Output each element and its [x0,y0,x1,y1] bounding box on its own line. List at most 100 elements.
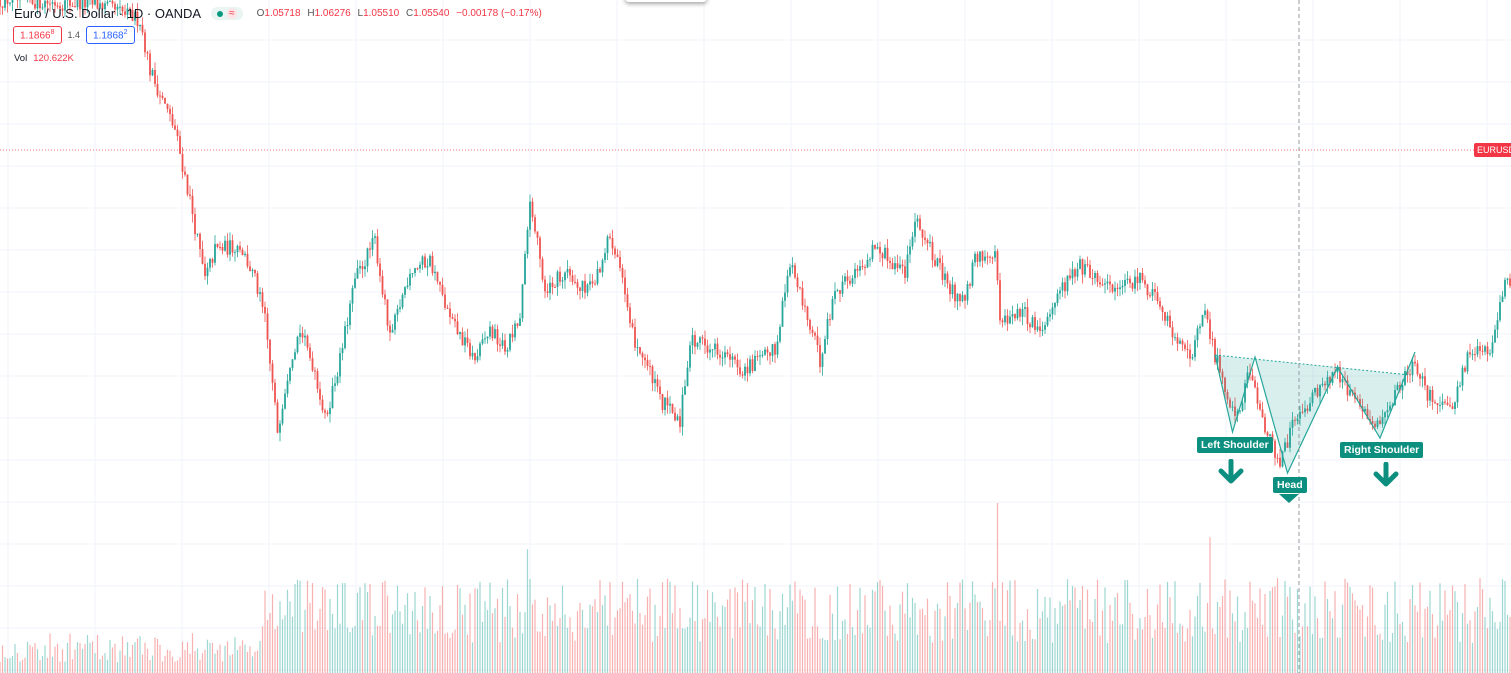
symbol-title[interactable]: Euro / U.S. Dollar · 1D · OANDA [14,6,202,21]
volume-bar [21,659,24,673]
volume-bar [874,591,876,673]
volume-bar [204,649,206,673]
candle-body [1446,402,1449,405]
volume-bar [1391,632,1394,673]
candle-body [1076,268,1079,277]
candle-body [159,95,161,97]
volume-bar [314,629,316,673]
candle-body [606,236,609,254]
candle-body [1264,417,1266,433]
candle-body [46,0,49,4]
buy-button[interactable]: 1.18682 [86,26,135,45]
candle-body [1021,308,1024,317]
candle-body [286,380,289,394]
candle-body [1206,310,1209,320]
volume-bar [1361,605,1364,673]
ohlc-values: O1.05718 H1.06276 L1.05510 C1.05540 −0.0… [257,8,546,19]
candle-body [669,403,671,406]
volume-bar [49,633,51,673]
volume-bar [1301,626,1304,673]
volume-bar [854,634,856,673]
candle-body [1324,383,1326,386]
candle-body [704,338,706,346]
volume-bar [1276,578,1279,673]
candle-body [41,7,44,9]
volume-bar [1179,623,1181,673]
candle-body [309,347,311,359]
head-label[interactable]: Head [1273,477,1307,493]
candle-body [574,281,576,283]
volume-bar [661,582,664,673]
volume-bar [1109,604,1111,673]
volume-bar [609,582,611,673]
candle-body [399,307,401,309]
volume-bar [481,621,484,673]
volume-bar [159,644,161,673]
volume-bar [619,608,621,673]
candle-body [671,403,674,413]
volume-bar [616,610,619,673]
candle-body [599,268,601,273]
volume-bar [1041,611,1044,673]
volume-bar [781,593,784,673]
candle-body [921,229,924,238]
volume-bar [941,640,944,673]
candle-body [1279,457,1281,467]
right-shoulder-label[interactable]: Right Shoulder [1340,442,1424,458]
candle-body [824,338,826,354]
volume-bar [794,581,796,673]
sell-button[interactable]: 1.18668 [13,26,62,45]
candle-body [351,287,354,304]
volume-bar [1274,586,1276,673]
candle-body [189,194,191,196]
candle-body [984,256,986,261]
volume-bar [486,609,489,673]
volume-bar [1031,638,1034,673]
candle-body [431,255,434,274]
candle-body [289,367,291,381]
candle-body [1026,307,1029,325]
candle-body [409,273,411,286]
candle-body [1321,383,1324,385]
change-value: −0.00178 (−0.17%) [456,8,542,19]
candle-body [451,317,454,319]
candle-body [1469,352,1471,355]
candle-body [1081,259,1084,275]
volume-bar [201,653,204,673]
market-status[interactable]: ≈ [211,7,243,20]
volume-bar [894,633,896,673]
volume-bar [146,648,149,673]
spread: 1.4 [67,30,81,41]
volume-bar [571,631,574,673]
candle-body [264,306,266,314]
candle-body [524,254,526,285]
volume-bar [339,623,341,673]
volume-bar [1244,611,1246,673]
volume-bar [116,662,119,673]
volume-bar [534,599,536,673]
volume-bar [531,604,534,673]
volume-bar [1209,537,1211,673]
volume-bar [1431,614,1434,673]
volume-bar [264,590,266,673]
candle-body [101,3,104,10]
volume-bar [906,583,909,673]
low-label: L [357,8,364,19]
volume-bar [689,617,691,673]
volume-bar [1459,641,1461,673]
volume-bar [69,633,71,673]
candle-body [234,252,236,254]
volume-bar [219,644,221,673]
left-shoulder-label[interactable]: Left Shoulder [1197,437,1273,453]
volume-bar [1306,626,1309,673]
head-and-shoulders-pattern[interactable] [1214,351,1416,475]
candle-body [401,294,404,308]
candle-body [954,284,956,302]
volume-bar [31,647,34,673]
candle-body [986,256,989,258]
volume-bar [1066,579,1069,673]
buy-price: 1.1868 [93,30,124,42]
volume-bar [1029,629,1031,673]
volume-bar [171,656,174,673]
